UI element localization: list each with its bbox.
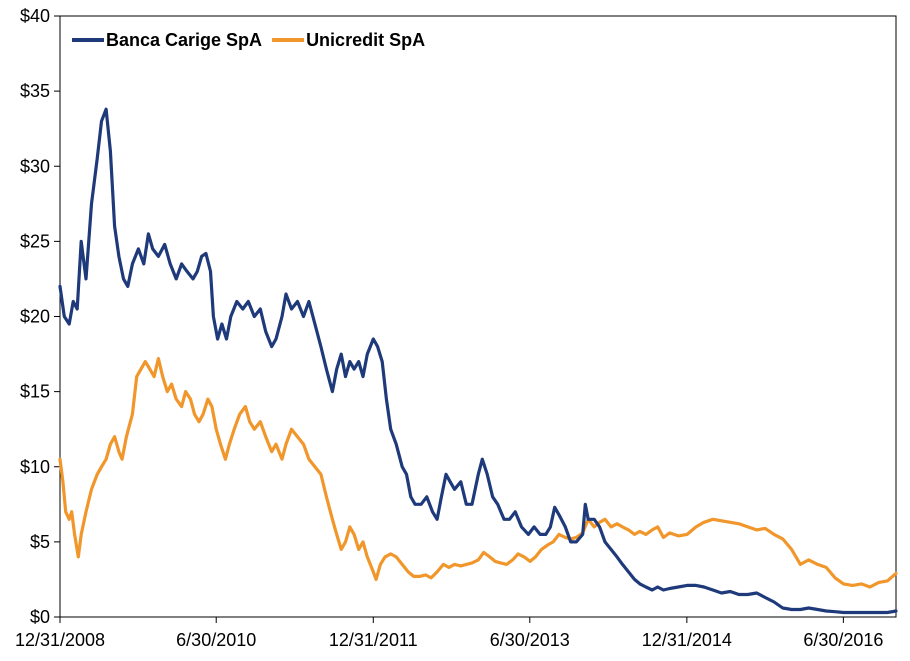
x-tick-label: 12/31/2011 [329,630,418,650]
x-tick-label: 6/30/2016 [803,630,883,650]
y-tick-label: $20 [20,307,50,327]
y-tick-label: $10 [20,457,50,477]
x-tick-label: 12/31/2014 [642,630,732,650]
y-tick-label: $25 [20,231,50,251]
x-tick-label: 6/30/2013 [490,630,570,650]
legend-label: Banca Carige SpA [106,30,262,50]
y-tick-label: $35 [20,81,50,101]
plot-area [59,15,897,618]
legend: Banca Carige SpA Unicredit SpA [72,30,425,50]
x-axis: 12/31/2008 6/30/2010 12/31/2011 6/30/2013 12… [15,617,883,650]
y-tick-label: $30 [20,156,50,176]
y-tick-label: $15 [20,382,50,402]
y-tick-label: $40 [20,6,50,26]
plot-border [59,15,897,618]
series-layer [58,107,898,615]
y-tick-label: $5 [30,532,50,552]
x-tick-label: 12/31/2008 [15,630,105,650]
x-tick-label: 6/30/2010 [176,630,256,650]
y-tick-label: $0 [30,607,50,627]
series-line-unicredit-spa [58,357,898,589]
series-line-banca-carige-spa [58,107,898,615]
legend-label: Unicredit SpA [306,30,425,50]
y-axis: $0 $5 $10 $15 $20 $25 $30 $35 $40 [20,6,60,627]
